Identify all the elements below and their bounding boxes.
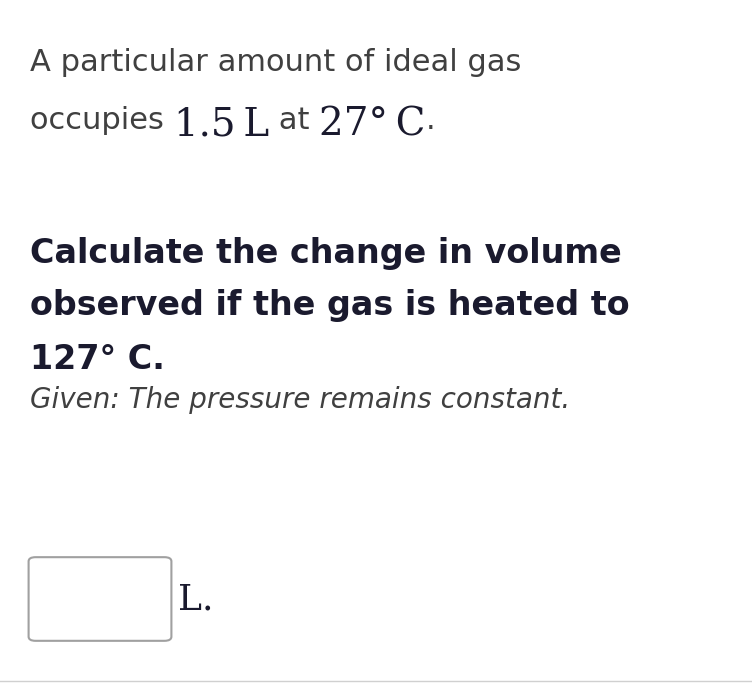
FancyBboxPatch shape xyxy=(29,557,171,641)
Text: Calculate the change in volume: Calculate the change in volume xyxy=(30,237,622,270)
Text: observed if the gas is heated to: observed if the gas is heated to xyxy=(30,289,629,322)
Text: 27° C: 27° C xyxy=(319,106,426,143)
Text: L.: L. xyxy=(178,582,214,616)
Text: 127° C.: 127° C. xyxy=(30,343,165,376)
Text: Given: The pressure remains constant.: Given: The pressure remains constant. xyxy=(30,386,570,414)
Text: occupies: occupies xyxy=(30,106,174,135)
Text: at: at xyxy=(268,106,319,135)
Text: 1.5 L: 1.5 L xyxy=(174,106,268,143)
Text: A particular amount of ideal gas: A particular amount of ideal gas xyxy=(30,48,521,77)
Text: .: . xyxy=(426,106,435,135)
